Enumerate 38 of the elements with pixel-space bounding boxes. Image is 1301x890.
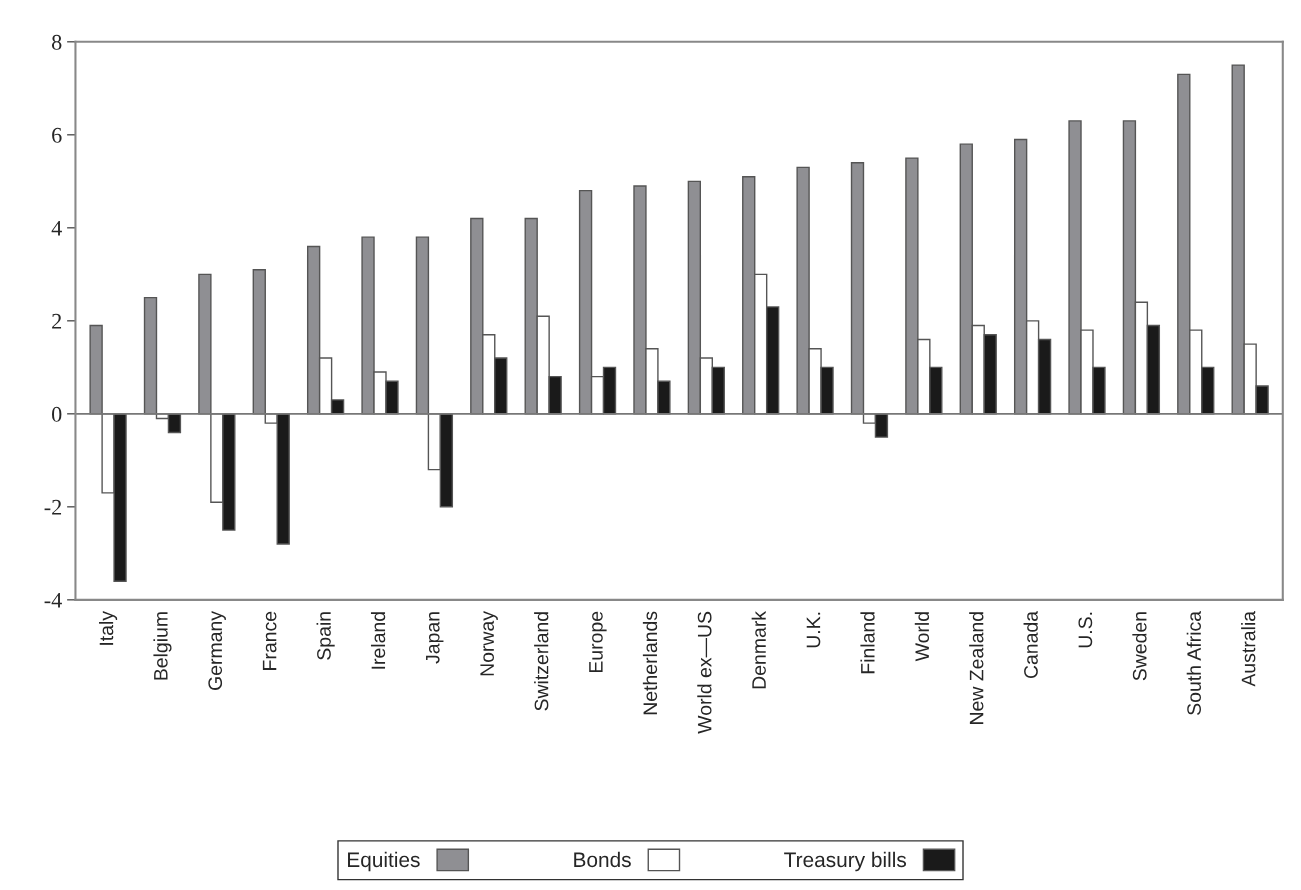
x-tick-label: U.K. bbox=[806, 612, 821, 648]
y-tick-label: -4 bbox=[44, 592, 62, 608]
x-tick-label: Canada bbox=[1023, 610, 1038, 679]
bar bbox=[198, 273, 212, 415]
bar bbox=[415, 236, 430, 415]
legend-label: Equities bbox=[348, 851, 420, 872]
x-tick-label: Finland bbox=[860, 612, 875, 674]
x-tick-label: Denmark bbox=[751, 610, 766, 689]
x-tick-label: New Zealand bbox=[969, 612, 984, 724]
x-tick-label: U.S. bbox=[1078, 612, 1093, 648]
y-tick-label: -2 bbox=[44, 499, 62, 515]
x-tick-label: Europe bbox=[589, 611, 607, 673]
x-tick-label: Spain bbox=[316, 612, 335, 660]
y-tick-label: 6 bbox=[52, 127, 62, 143]
x-tick-label: World ex—US bbox=[697, 611, 712, 734]
x-tick-label: Germany bbox=[208, 611, 226, 690]
x-tick-label: Ireland bbox=[370, 612, 386, 669]
x-tick-label: World bbox=[914, 612, 930, 662]
x-tick-label: Japan bbox=[426, 612, 444, 664]
x-tick-label: Netherlands bbox=[642, 611, 658, 715]
legend-label: Bonds bbox=[574, 851, 631, 868]
bar bbox=[143, 296, 158, 415]
bar bbox=[850, 162, 865, 415]
x-tick-label: Australia bbox=[1241, 610, 1256, 687]
y-tick-label: 4 bbox=[51, 220, 62, 236]
x-tick-label: Italy bbox=[99, 611, 118, 645]
y-tick-label: 8 bbox=[52, 34, 62, 50]
x-tick-label: Switzerland bbox=[534, 612, 549, 711]
bar bbox=[89, 324, 103, 415]
bar bbox=[252, 268, 266, 415]
legend-label: Treasury bills bbox=[784, 851, 907, 872]
x-tick-label: Belgium bbox=[153, 612, 172, 680]
y-tick-label: 0 bbox=[52, 406, 62, 422]
x-tick-label: South Africa bbox=[1186, 610, 1201, 715]
x-tick-label: Norway bbox=[480, 611, 498, 676]
x-tick-label: Sweden bbox=[1132, 612, 1147, 681]
y-tick-label: 2 bbox=[52, 313, 62, 329]
x-tick-label: France bbox=[262, 611, 277, 670]
